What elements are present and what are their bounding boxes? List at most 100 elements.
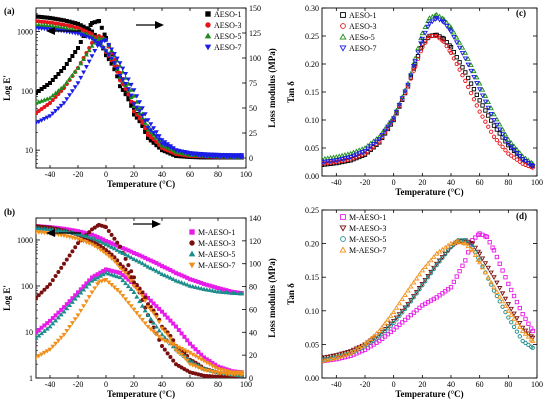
data-point — [131, 93, 137, 98]
data-point — [139, 113, 145, 119]
data-point — [232, 155, 238, 160]
data-point — [505, 136, 512, 142]
data-point — [123, 271, 129, 276]
data-point — [465, 243, 471, 249]
data-point — [179, 331, 184, 336]
data-point — [70, 53, 75, 58]
data-point — [517, 305, 522, 311]
legend-label: M-AESO-7 — [349, 246, 386, 255]
data-point — [499, 126, 506, 132]
legend: M-AESO-1 M-AESO-3 M-AESO-5 M-AESO-7 — [339, 213, 386, 255]
data-point — [448, 45, 454, 50]
data-point — [380, 336, 385, 341]
data-point — [83, 65, 89, 70]
data-point — [415, 45, 421, 51]
data-point — [436, 258, 443, 264]
data-point — [322, 156, 325, 162]
data-point — [89, 235, 95, 240]
data-point — [50, 23, 56, 29]
data-point — [156, 320, 162, 325]
data-point — [44, 349, 50, 354]
data-point — [78, 308, 84, 314]
data-point — [488, 282, 494, 287]
data-point — [336, 153, 342, 159]
y-tick-label: 10 — [25, 146, 33, 155]
data-point — [75, 293, 81, 298]
data-point — [468, 81, 474, 86]
data-point — [425, 275, 431, 280]
data-point — [235, 155, 241, 160]
data-point — [159, 271, 165, 276]
data-point — [41, 22, 47, 28]
data-point — [456, 45, 463, 51]
panel-label: (a) — [4, 6, 15, 16]
data-point — [429, 19, 436, 25]
data-point — [474, 81, 480, 86]
data-point — [477, 258, 482, 263]
legend-marker — [339, 45, 347, 52]
x-tick-label: 60 — [186, 170, 194, 179]
data-point — [165, 315, 170, 320]
data-point — [36, 327, 41, 332]
x-tick-label: 40 — [447, 178, 455, 187]
data-point — [109, 244, 115, 249]
data-point — [96, 280, 102, 285]
data-point — [142, 308, 148, 313]
x-tick-label: 80 — [504, 380, 512, 389]
legend: M-AESO-1 M-AESO-3 M-AESO-5 M-AESO-7 — [188, 228, 235, 270]
legend-marker — [339, 33, 347, 40]
data-point — [73, 49, 78, 54]
y-right-tick-label: 50 — [249, 104, 257, 113]
data-point — [359, 150, 365, 155]
data-point — [162, 312, 167, 317]
data-point — [368, 336, 374, 341]
data-point — [448, 29, 454, 35]
data-point — [103, 241, 109, 247]
data-point — [131, 307, 137, 312]
data-point — [190, 344, 195, 349]
data-point — [502, 303, 509, 308]
data-point — [58, 85, 64, 91]
data-point — [408, 70, 414, 76]
data-point — [114, 273, 120, 279]
data-point — [415, 50, 421, 56]
data-point — [145, 324, 151, 330]
data-point — [342, 152, 348, 157]
data-point — [76, 241, 81, 246]
data-point — [388, 323, 393, 328]
data-point — [396, 102, 403, 108]
data-point — [117, 63, 123, 68]
data-point — [188, 341, 193, 346]
data-point — [36, 225, 42, 231]
data-point — [81, 70, 87, 75]
data-point — [75, 231, 81, 236]
data-point — [106, 254, 112, 259]
data-point — [196, 349, 201, 354]
data-point — [59, 265, 64, 270]
x-axis-label: Temperature (°C) — [107, 389, 175, 399]
data-point — [111, 52, 117, 57]
data-point — [109, 282, 115, 288]
data-point — [505, 307, 512, 313]
data-point — [526, 321, 531, 326]
data-point — [142, 262, 148, 267]
data-point — [53, 274, 58, 279]
data-point — [417, 287, 422, 292]
data-point — [139, 260, 145, 266]
data-point — [479, 86, 486, 92]
data-point — [132, 275, 137, 280]
data-point — [139, 303, 145, 308]
data-point — [83, 284, 89, 289]
data-point — [479, 256, 486, 262]
data-point — [190, 284, 196, 289]
data-point — [64, 61, 69, 66]
data-point — [145, 125, 151, 131]
data-point — [322, 357, 328, 363]
data-point — [137, 100, 143, 105]
data-point — [322, 358, 325, 364]
data-point — [517, 154, 523, 159]
data-point — [530, 345, 535, 350]
data-point — [142, 321, 148, 326]
legend: AESO-1 AESO-3 AESO-5 AESO-7 — [204, 10, 242, 52]
